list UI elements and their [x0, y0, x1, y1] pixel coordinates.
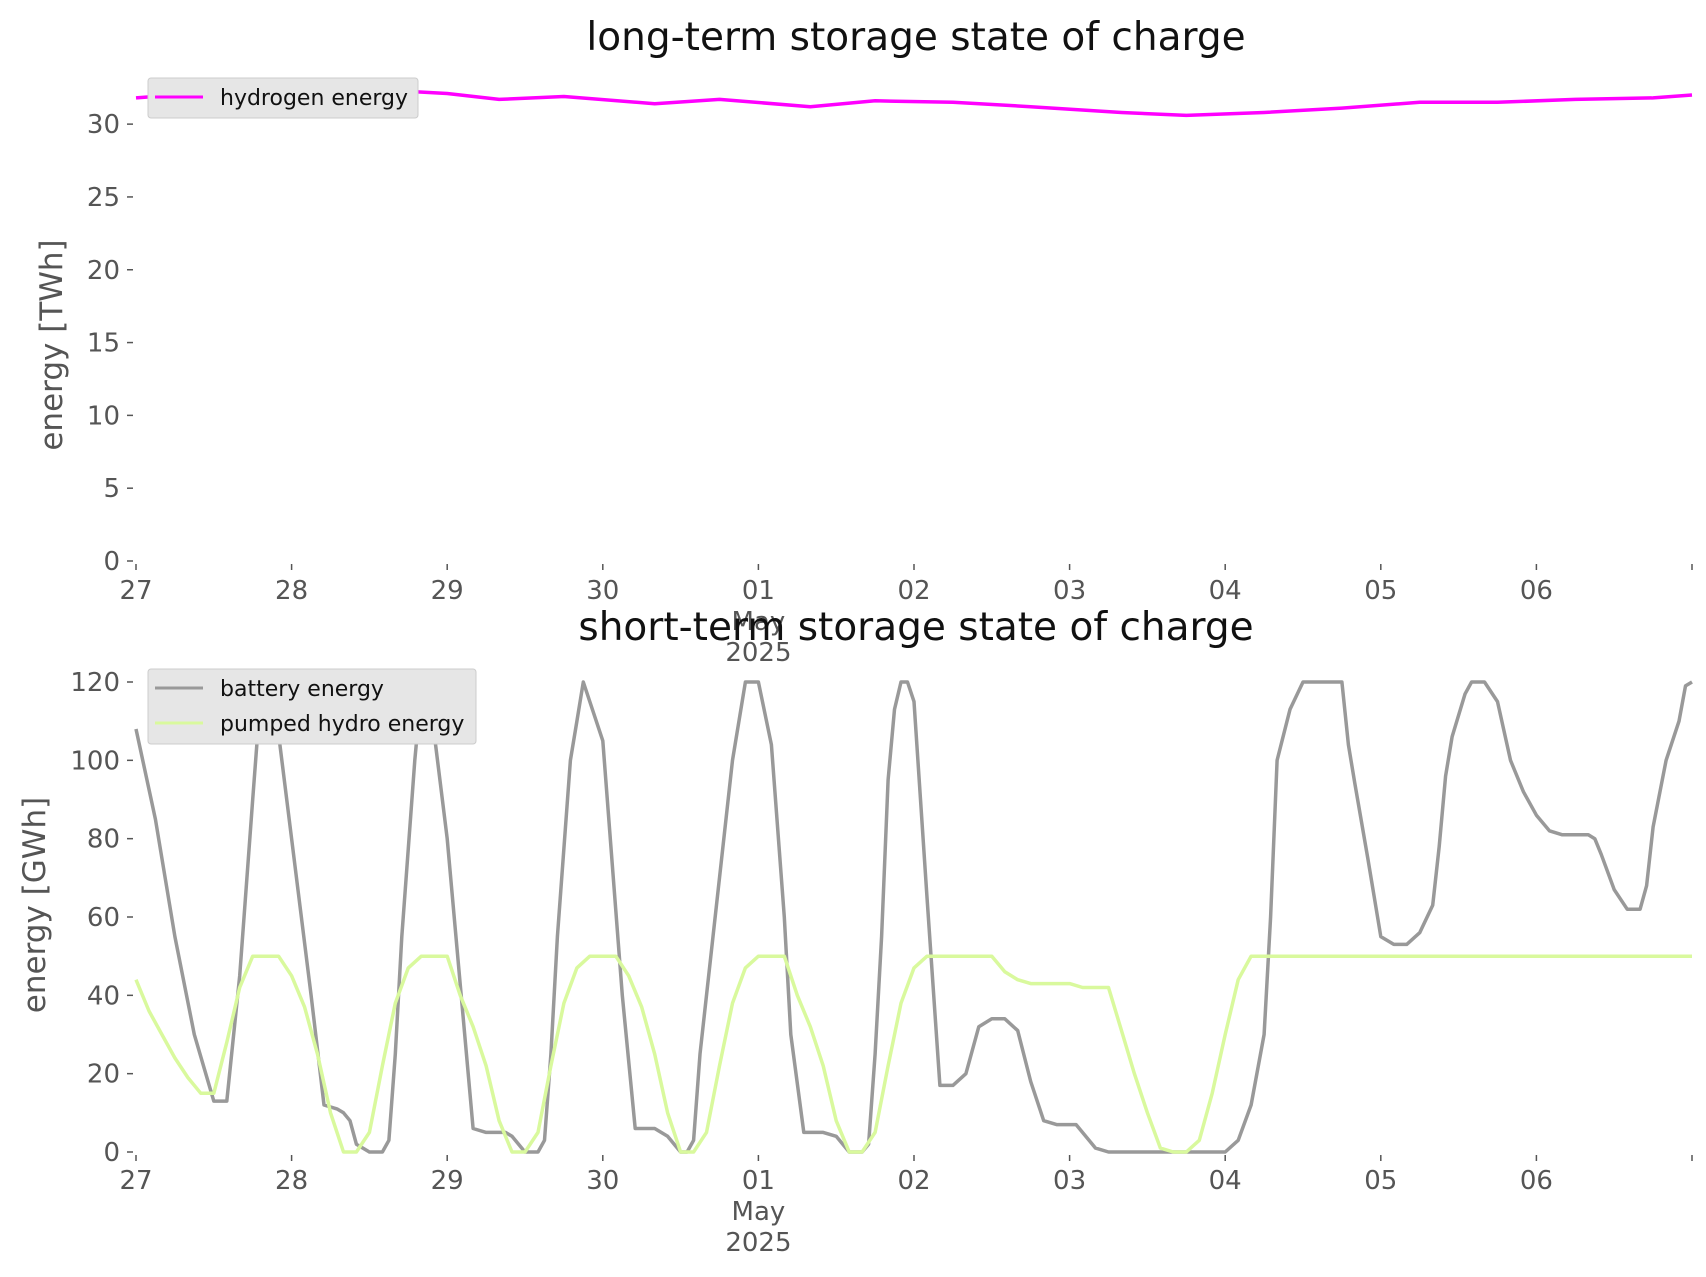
y-axis-label: energy [TWh] [34, 239, 70, 450]
x-tick-label: 27 [119, 1166, 152, 1196]
series-line [134, 954, 1692, 1154]
y-tick-label: 60 [87, 903, 120, 933]
x-tick-label: May [732, 607, 786, 637]
long-term-storage-chart: long-term storage state of charge energy… [34, 15, 1693, 668]
legend-entry: pumped hydro energy [220, 712, 464, 737]
x-tick-label: 29 [431, 1166, 464, 1196]
chart-title: short-term storage state of charge [578, 605, 1253, 650]
x-tick-label: 2025 [725, 638, 791, 668]
x-tick-label: 30 [586, 1166, 619, 1196]
y-tick-label: 20 [87, 1060, 120, 1090]
x-tick-label: 02 [897, 1166, 930, 1196]
series-lines [134, 680, 1693, 1154]
legend-entry: battery energy [220, 677, 384, 702]
x-tick-label: 05 [1364, 576, 1397, 606]
short-term-storage-chart: short-term storage state of charge energ… [17, 605, 1693, 1258]
x-tick-label: 02 [897, 576, 930, 606]
y-tick-label: 0 [103, 1138, 120, 1168]
x-tick-label: 27 [119, 576, 152, 606]
x-tick-label: 01 [742, 576, 775, 606]
legend-box [147, 77, 419, 119]
x-tick-label: May [732, 1197, 786, 1227]
legend-entry: hydrogen energy [220, 86, 408, 111]
y-tick-label: 25 [87, 183, 120, 213]
x-tick-label: 05 [1364, 1166, 1397, 1196]
y-tick-label: 30 [87, 110, 120, 140]
x-tick-label: 01 [742, 1166, 775, 1196]
x-tick-label: 30 [586, 576, 619, 606]
x-tick-label: 04 [1209, 576, 1242, 606]
x-tick-label: 28 [275, 576, 308, 606]
y-axis-label: energy [GWh] [17, 797, 53, 1013]
y-tick-label: 40 [87, 981, 120, 1011]
chart-title: long-term storage state of charge [586, 15, 1245, 60]
x-tick-label: 2025 [725, 1228, 791, 1258]
x-tick-label: 06 [1520, 1166, 1553, 1196]
y-tick-label: 15 [87, 329, 120, 359]
legend: hydrogen energy [147, 77, 419, 119]
x-tick-label: 28 [275, 1166, 308, 1196]
legend-box [147, 668, 477, 745]
y-tick-label: 120 [70, 668, 120, 698]
x-tick-label: 29 [431, 576, 464, 606]
y-tick-label: 100 [70, 746, 120, 776]
y-tick-label: 0 [103, 547, 120, 577]
x-tick-label: 06 [1520, 576, 1553, 606]
x-tick-label: 04 [1209, 1166, 1242, 1196]
series-line [134, 680, 1693, 1154]
x-tick-label: 03 [1053, 576, 1086, 606]
y-tick-label: 5 [103, 474, 120, 504]
y-tick-label: 80 [87, 825, 120, 855]
y-tick-label: 10 [87, 401, 120, 431]
legend: battery energy pumped hydro energy [147, 668, 477, 745]
y-tick-label: 20 [87, 256, 120, 286]
x-tick-label: 03 [1053, 1166, 1086, 1196]
